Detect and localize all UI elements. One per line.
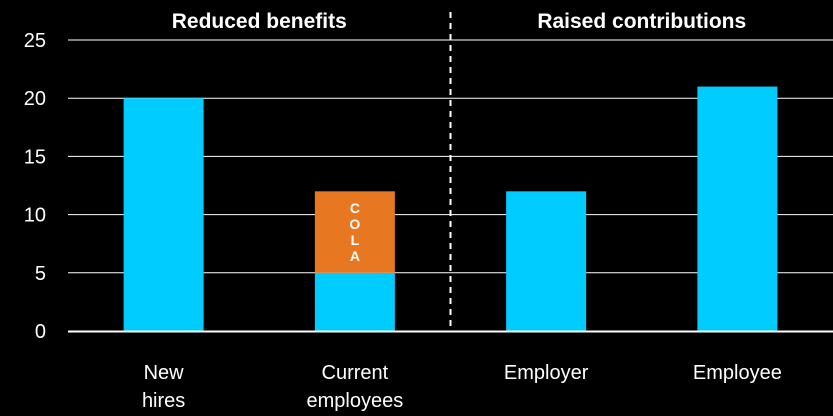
y-tick-label: 5 (35, 263, 46, 285)
y-tick-label: 15 (24, 146, 46, 168)
x-axis-labels: New hires Current employees Employer Employee (142, 362, 782, 412)
section-header: Raised contributions (537, 10, 746, 33)
section-headers: Reduced benefits Raised contributions (172, 10, 746, 33)
x-category-label: Employer (504, 362, 589, 384)
x-category-label: Employee (693, 362, 782, 384)
x-category-label: New hires (142, 362, 185, 412)
y-tick-label: 20 (24, 88, 46, 110)
y-tick-label: 0 (35, 321, 46, 343)
section-header: Reduced benefits (172, 10, 347, 33)
bar-segment (314, 272, 395, 331)
bar-segment (314, 191, 395, 273)
x-category-label: Current employees (307, 362, 404, 412)
bar-segment (506, 191, 587, 331)
y-tick-label: 10 (24, 205, 46, 227)
bar-segment (697, 86, 778, 331)
bar-segment (123, 98, 204, 331)
y-tick-label: 25 (24, 30, 46, 52)
y-axis-ticks: 0 5 10 15 20 25 (24, 30, 46, 343)
